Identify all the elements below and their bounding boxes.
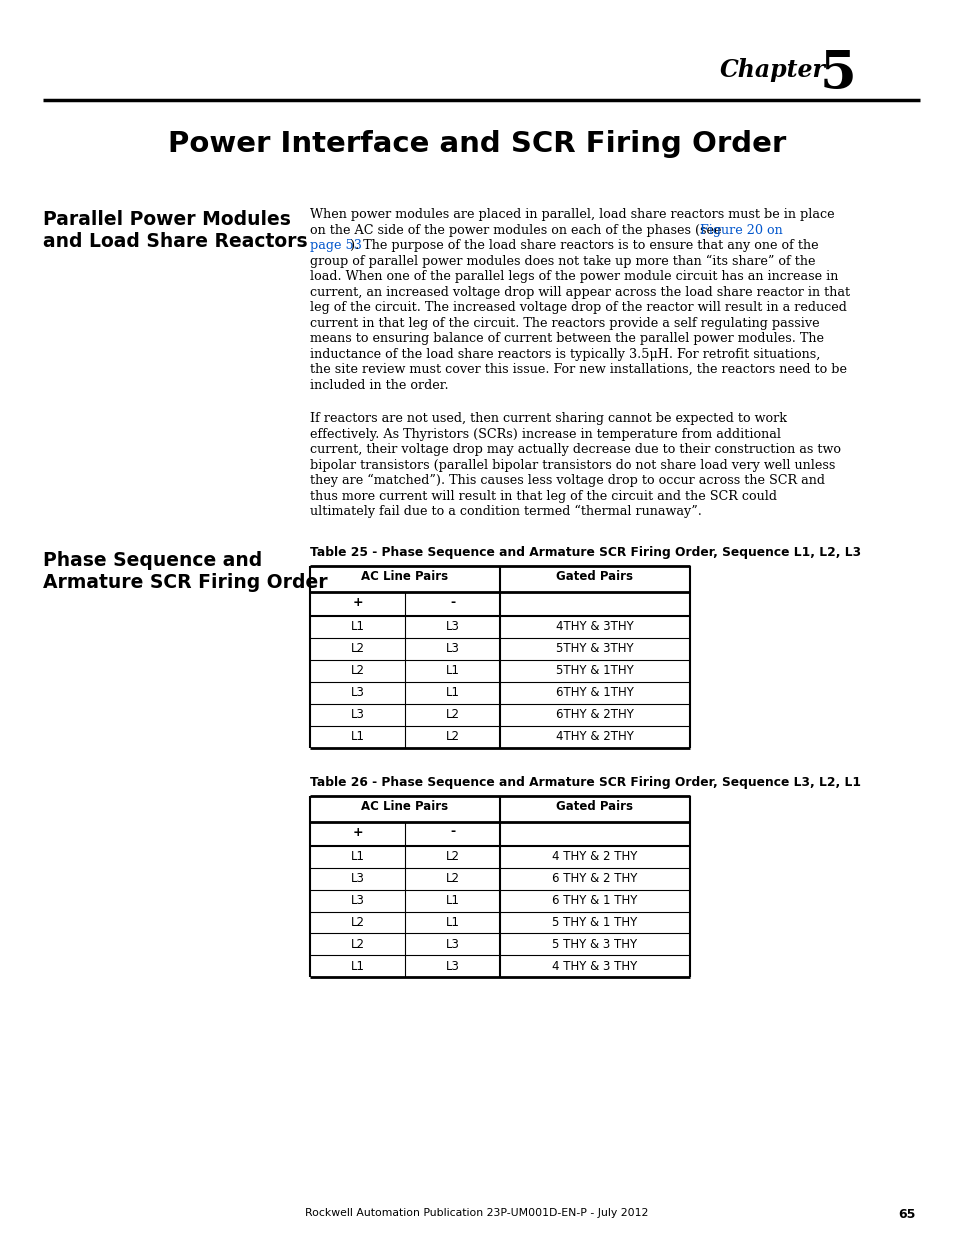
Text: L3: L3 [350, 872, 364, 884]
Text: Gated Pairs: Gated Pairs [556, 569, 633, 583]
Text: Table 25 - Phase Sequence and Armature SCR Firing Order, Sequence L1, L2, L3: Table 25 - Phase Sequence and Armature S… [310, 546, 861, 558]
Text: Table 26 - Phase Sequence and Armature SCR Firing Order, Sequence L3, L2, L1: Table 26 - Phase Sequence and Armature S… [310, 776, 861, 788]
Text: L2: L2 [350, 915, 364, 929]
Text: thus more current will result in that leg of the circuit and the SCR could: thus more current will result in that le… [310, 489, 776, 503]
Text: current, their voltage drop may actually decrease due to their construction as t: current, their voltage drop may actually… [310, 443, 841, 456]
Text: L2: L2 [350, 641, 364, 655]
Text: L1: L1 [350, 730, 364, 742]
Text: 4THY & 3THY: 4THY & 3THY [556, 620, 633, 632]
Text: L3: L3 [350, 685, 364, 699]
Text: inductance of the load share reactors is typically 3.5μH. For retrofit situation: inductance of the load share reactors is… [310, 347, 820, 361]
Text: L1: L1 [350, 620, 364, 632]
Text: 5THY & 1THY: 5THY & 1THY [556, 663, 633, 677]
Text: 6 THY & 2 THY: 6 THY & 2 THY [552, 872, 637, 884]
Text: Chapter: Chapter [720, 58, 825, 82]
Text: Armature SCR Firing Order: Armature SCR Firing Order [43, 573, 327, 592]
Text: When power modules are placed in parallel, load share reactors must be in place: When power modules are placed in paralle… [310, 207, 834, 221]
Text: Phase Sequence and: Phase Sequence and [43, 551, 262, 569]
Text: 6THY & 1THY: 6THY & 1THY [556, 685, 634, 699]
Text: 5 THY & 1 THY: 5 THY & 1 THY [552, 915, 637, 929]
Text: AC Line Pairs: AC Line Pairs [361, 569, 448, 583]
Text: leg of the circuit. The increased voltage drop of the reactor will result in a r: leg of the circuit. The increased voltag… [310, 301, 846, 314]
Text: -: - [450, 825, 455, 839]
Text: the site review must cover this issue. For new installations, the reactors need : the site review must cover this issue. F… [310, 363, 846, 375]
Text: L3: L3 [445, 960, 459, 972]
Text: L2: L2 [350, 937, 364, 951]
Text: 4 THY & 2 THY: 4 THY & 2 THY [552, 850, 637, 862]
Text: L3: L3 [350, 893, 364, 906]
Text: +: + [352, 825, 362, 839]
Text: Parallel Power Modules: Parallel Power Modules [43, 210, 291, 228]
Text: 4 THY & 3 THY: 4 THY & 3 THY [552, 960, 637, 972]
Text: L1: L1 [445, 685, 459, 699]
Text: +: + [352, 595, 362, 609]
Text: L3: L3 [445, 937, 459, 951]
Text: 6 THY & 1 THY: 6 THY & 1 THY [552, 893, 637, 906]
Text: L2: L2 [445, 872, 459, 884]
Text: ). The purpose of the load share reactors is to ensure that any one of the: ). The purpose of the load share reactor… [350, 240, 818, 252]
Text: Rockwell Automation Publication 23P-UM001D-EN-P - July 2012: Rockwell Automation Publication 23P-UM00… [305, 1208, 648, 1218]
Text: If reactors are not used, then current sharing cannot be expected to work: If reactors are not used, then current s… [310, 412, 786, 425]
Text: effectively. As Thyristors (SCRs) increase in temperature from additional: effectively. As Thyristors (SCRs) increa… [310, 427, 781, 441]
Text: Figure 20 on: Figure 20 on [700, 224, 781, 236]
Text: L1: L1 [350, 960, 364, 972]
Text: AC Line Pairs: AC Line Pairs [361, 799, 448, 813]
Text: on the AC side of the power modules on each of the phases (see: on the AC side of the power modules on e… [310, 224, 724, 236]
Text: and Load Share Reactors: and Load Share Reactors [43, 232, 307, 251]
Text: 5 THY & 3 THY: 5 THY & 3 THY [552, 937, 637, 951]
Text: current, an increased voltage drop will appear across the load share reactor in : current, an increased voltage drop will … [310, 285, 849, 299]
Text: they are “matched”). This causes less voltage drop to occur across the SCR and: they are “matched”). This causes less vo… [310, 474, 824, 488]
Text: L3: L3 [445, 641, 459, 655]
Text: means to ensuring balance of current between the parallel power modules. The: means to ensuring balance of current bet… [310, 332, 823, 345]
Text: Gated Pairs: Gated Pairs [556, 799, 633, 813]
Text: L1: L1 [445, 915, 459, 929]
Text: L1: L1 [350, 850, 364, 862]
Text: L2: L2 [445, 708, 459, 720]
Text: load. When one of the parallel legs of the power module circuit has an increase : load. When one of the parallel legs of t… [310, 270, 838, 283]
Text: L2: L2 [445, 850, 459, 862]
Text: L3: L3 [445, 620, 459, 632]
Text: page 53: page 53 [310, 240, 361, 252]
Text: 65: 65 [898, 1208, 915, 1221]
Text: ultimately fail due to a condition termed “thermal runaway”.: ultimately fail due to a condition terme… [310, 505, 701, 519]
Text: 4THY & 2THY: 4THY & 2THY [556, 730, 634, 742]
Text: bipolar transistors (parallel bipolar transistors do not share load very well un: bipolar transistors (parallel bipolar tr… [310, 458, 835, 472]
Text: group of parallel power modules does not take up more than “its share” of the: group of parallel power modules does not… [310, 254, 815, 268]
Text: L2: L2 [350, 663, 364, 677]
Text: -: - [450, 595, 455, 609]
Text: included in the order.: included in the order. [310, 378, 448, 391]
Text: current in that leg of the circuit. The reactors provide a self regulating passi: current in that leg of the circuit. The … [310, 316, 819, 330]
Text: 5: 5 [820, 48, 856, 99]
Text: L3: L3 [350, 708, 364, 720]
Text: L1: L1 [445, 663, 459, 677]
Text: 6THY & 2THY: 6THY & 2THY [556, 708, 634, 720]
Text: L2: L2 [445, 730, 459, 742]
Text: L1: L1 [445, 893, 459, 906]
Text: 5THY & 3THY: 5THY & 3THY [556, 641, 633, 655]
Text: Power Interface and SCR Firing Order: Power Interface and SCR Firing Order [168, 130, 785, 158]
